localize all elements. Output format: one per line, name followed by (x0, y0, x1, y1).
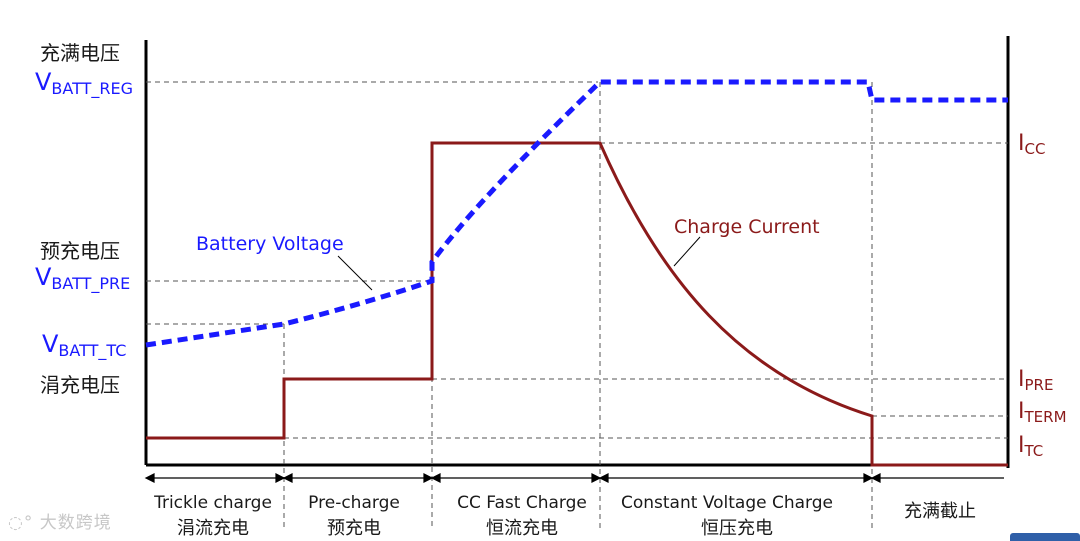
phase-cv-en: Constant Voltage Charge (621, 493, 833, 513)
watermark-text: 大数跨境 (39, 513, 112, 533)
arrowhead-cc-left (430, 473, 441, 483)
iterm-label: ITERM (1018, 399, 1067, 426)
pre-voltage-cn-label: 预充电压 (40, 239, 120, 263)
trickle-voltage-cn-label: 涓充电压 (40, 373, 120, 397)
guide-lines (146, 81, 1008, 439)
vbatt-pre-label: VBATT_PRE (35, 263, 130, 294)
arrowhead-trickle-left (144, 473, 155, 483)
phase-trickle-cn: 涓流充电 (177, 518, 249, 539)
arrowhead-precharge-left (282, 473, 293, 483)
battery-voltage-curve (145, 79, 1008, 348)
phase-arrows (144, 473, 1004, 483)
vbatt-tc-label: VBATT_TC (42, 330, 126, 361)
battery-voltage-leader (337, 255, 373, 291)
arrowhead-precharge-right (423, 473, 434, 483)
phase-full-cn: 充满截止 (904, 501, 976, 522)
arrowhead-full-left (870, 473, 881, 483)
phase-boundaries (283, 82, 873, 530)
arrowhead-cc-right (591, 473, 602, 483)
battery-voltage-label: Battery Voltage (196, 233, 344, 255)
watermark: ◌° 大数跨境 (8, 508, 112, 533)
phase-cc-en: CC Fast Charge (457, 493, 587, 513)
vbatt-reg-label: VBATT_REG (35, 68, 133, 99)
charge-current-label: Charge Current (674, 216, 820, 238)
phase-trickle-en: Trickle charge (153, 493, 272, 513)
arrowhead-trickle-right (275, 473, 286, 483)
charge-current-leader (673, 236, 701, 267)
icc-label: ICC (1018, 131, 1045, 158)
phase-precharge-en: Pre-charge (308, 493, 400, 513)
full-voltage-cn-label: 充满电压 (40, 41, 120, 65)
arrowhead-cv-right (863, 473, 874, 483)
itc-label: ITC (1018, 433, 1043, 460)
arrowhead-cv-left (598, 473, 609, 483)
phase-cv-cn: 恒压充电 (701, 518, 773, 539)
ipre-label: IPRE (1018, 367, 1053, 394)
phase-cc-cn: 恒流充电 (486, 518, 558, 539)
corner-tab (1010, 533, 1080, 541)
phase-precharge-cn: 预充电 (327, 518, 381, 539)
charge-current-curve (146, 141, 1008, 467)
watermark-logo-icon: ◌° (8, 513, 34, 533)
